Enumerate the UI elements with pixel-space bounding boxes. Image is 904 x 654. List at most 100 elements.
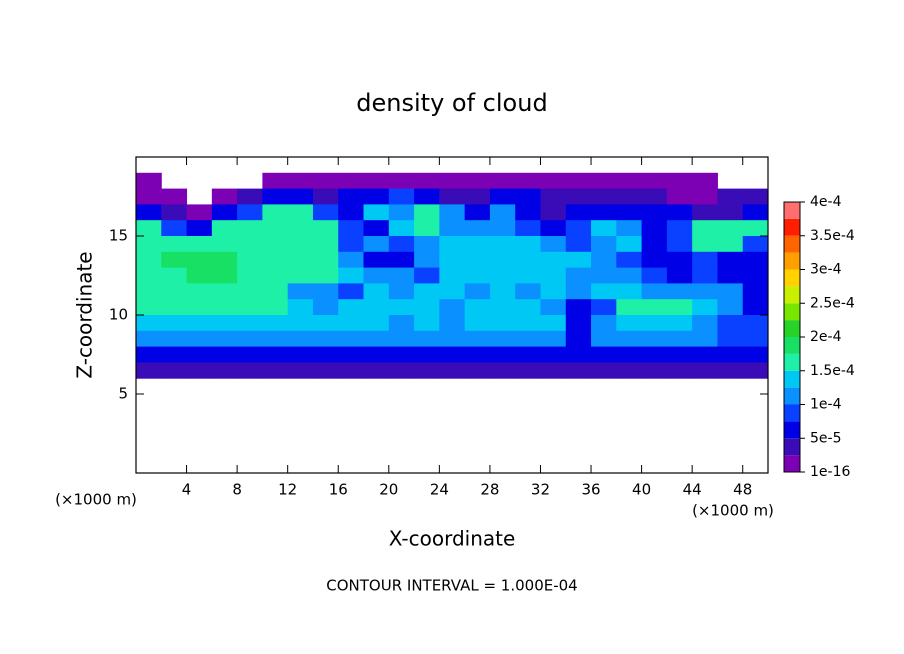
field-cell	[742, 283, 769, 300]
field-cell	[161, 362, 188, 379]
field-cell	[211, 204, 238, 221]
field-cell	[388, 236, 415, 253]
field-cell	[742, 362, 769, 379]
field-cell	[211, 220, 238, 237]
field-cell	[464, 251, 491, 269]
x-tick-label: 40	[632, 481, 651, 499]
field-cell	[692, 267, 718, 284]
field-cell	[186, 267, 213, 284]
field-cell	[489, 251, 516, 269]
field-cell	[388, 188, 415, 205]
field-cell	[641, 362, 668, 379]
field-cell	[515, 172, 541, 190]
field-cell	[237, 220, 263, 237]
field-cell	[237, 236, 263, 253]
field-cell	[616, 315, 643, 332]
field-cell	[616, 362, 643, 379]
field-cell	[489, 330, 516, 348]
field-cell	[591, 299, 617, 316]
field-cell	[136, 251, 162, 269]
field-cell	[591, 315, 617, 332]
field-cell	[338, 283, 365, 300]
field-cell	[338, 362, 365, 379]
field-cell	[439, 188, 466, 205]
contour-field	[136, 172, 769, 379]
field-cell	[388, 330, 415, 348]
field-cell	[515, 251, 541, 269]
field-cell	[489, 299, 516, 316]
field-cell	[136, 283, 162, 300]
field-cell	[439, 283, 466, 300]
field-cell	[338, 204, 365, 221]
field-cell	[312, 204, 339, 221]
field-cell	[262, 299, 289, 316]
colorbar-box	[784, 455, 800, 472]
field-cell	[211, 236, 238, 253]
field-cell	[211, 251, 238, 269]
field-cell	[312, 330, 339, 348]
field-cell	[439, 236, 466, 253]
field-cell	[540, 330, 567, 348]
field-cell	[692, 330, 718, 348]
field-cell	[464, 236, 491, 253]
field-cell	[565, 172, 592, 190]
field-cell	[641, 283, 668, 300]
field-cell	[414, 236, 440, 253]
y-tick-label: 10	[109, 306, 128, 324]
field-cell	[186, 204, 213, 221]
field-cell	[414, 315, 440, 332]
colorbar-box	[784, 235, 800, 253]
field-cell	[489, 346, 516, 363]
field-cell	[666, 220, 693, 237]
field-cell	[489, 236, 516, 253]
x-tick-label: 48	[733, 481, 752, 499]
field-cell	[565, 267, 592, 284]
field-cell	[312, 362, 339, 379]
field-cell	[287, 204, 314, 221]
field-cell	[591, 236, 617, 253]
field-cell	[287, 236, 314, 253]
field-cell	[692, 236, 718, 253]
field-cell	[717, 283, 744, 300]
field-cell	[591, 251, 617, 269]
field-cell	[742, 204, 769, 221]
field-cell	[287, 188, 314, 205]
field-cell	[616, 220, 643, 237]
field-cell	[515, 330, 541, 348]
field-cell	[464, 346, 491, 363]
field-cell	[540, 188, 567, 205]
x-tick-label: 44	[683, 481, 702, 499]
field-cell	[338, 188, 365, 205]
field-cell	[641, 236, 668, 253]
field-cell	[237, 330, 263, 348]
field-cell	[312, 299, 339, 316]
field-cell	[540, 267, 567, 284]
colorbar-box	[784, 269, 800, 287]
field-cell	[363, 251, 390, 269]
field-cell	[565, 299, 592, 316]
field-cell	[515, 315, 541, 332]
field-cell	[161, 204, 188, 221]
field-cell	[414, 346, 440, 363]
field-cell	[363, 362, 390, 379]
field-cell	[515, 188, 541, 205]
field-cell	[742, 315, 769, 332]
field-cell	[186, 330, 213, 348]
field-cell	[262, 188, 289, 205]
field-cell	[338, 299, 365, 316]
field-cell	[287, 330, 314, 348]
field-cell	[717, 220, 744, 237]
field-cell	[515, 346, 541, 363]
field-cell	[136, 346, 162, 363]
field-cell	[489, 204, 516, 221]
x-tick-label: 8	[232, 481, 242, 499]
field-cell	[312, 220, 339, 237]
field-cell	[312, 172, 339, 190]
colorbar-box	[784, 387, 800, 405]
field-cell	[565, 283, 592, 300]
y-tick-label: 15	[109, 227, 128, 245]
field-cell	[666, 283, 693, 300]
field-cell	[489, 188, 516, 205]
field-cell	[464, 315, 491, 332]
colorbar-box	[784, 218, 800, 236]
